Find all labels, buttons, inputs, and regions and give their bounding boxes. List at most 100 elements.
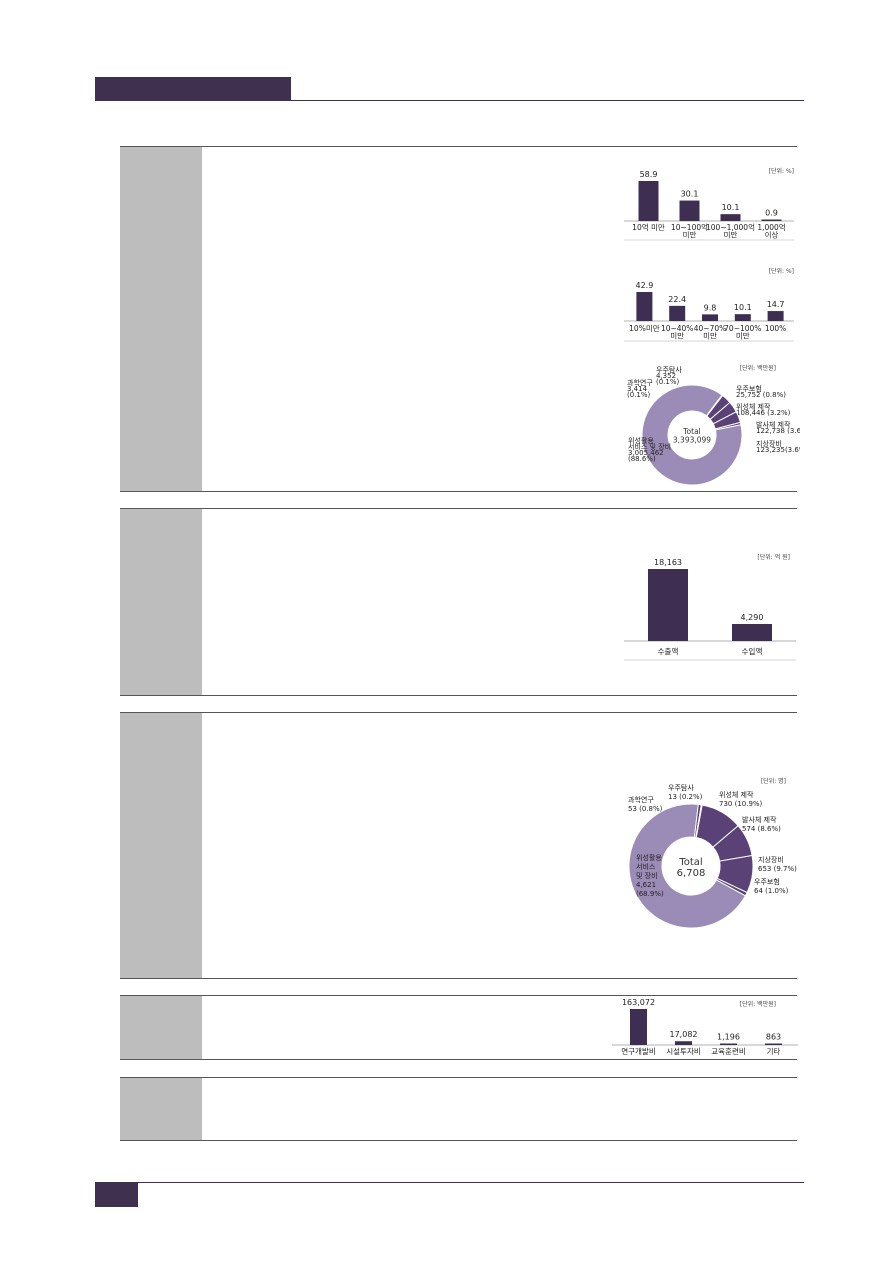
c4-bar-1: [732, 623, 772, 641]
c3-center-value: 3,393,099: [673, 436, 711, 445]
c6-category-label-0: 연구개발비: [621, 1046, 656, 1056]
c6-bar-3: [765, 1043, 782, 1045]
c3-slice-label-3: 우주보험: [736, 385, 762, 393]
c2-bar-4: [767, 311, 784, 321]
c1-category-label-0: 10억 미만: [632, 223, 665, 232]
c1-bar-3: [761, 219, 782, 221]
c1-bar-0: [638, 181, 659, 221]
c5-slice-label-2-line-1: 653 (9.7%): [758, 865, 797, 873]
c5-slice-label-4: 위성활용: [636, 853, 662, 862]
c1-unit: [단위: %]: [769, 167, 794, 175]
c6-bar-0: [630, 1009, 647, 1045]
chart-export-import: [단위: 억 원] 18,163 수출액 4,290 수입액: [624, 553, 796, 661]
c2-value-label-3: 10.1: [734, 303, 752, 312]
c3-slice-label-4-line-3: (88.6%): [628, 455, 656, 463]
c2-value-label-4: 14.7: [767, 300, 785, 309]
c3-slice-6: [705, 394, 724, 417]
c5-center-title: Total: [678, 857, 702, 868]
footer-rule: [95, 1182, 804, 1183]
c6-unit: [단위: 백만원]: [740, 1000, 776, 1008]
c1-category-label-3-line-1: 이상: [765, 230, 779, 240]
section-3: [120, 712, 797, 979]
c3-slice-label-2-line-1: 123,235(3.6%): [756, 446, 800, 454]
c2-category-label-1: 10~40%: [661, 324, 694, 333]
c1-bar-2: [720, 214, 741, 221]
c3-slice-4: [641, 384, 743, 486]
c2-category-label-3-line-1: 미만: [736, 332, 750, 341]
footer-page-tab: [95, 1183, 138, 1207]
section-4: [120, 995, 797, 1060]
c6-value-label-1: 17,082: [670, 1030, 698, 1039]
c2-category-label-0: 10%미만: [629, 324, 660, 333]
c5-slice-4: [628, 803, 747, 929]
c5-slice-label-4-line-1: 서비스: [636, 862, 656, 871]
c5-slice-label-5: 과학연구: [628, 795, 654, 804]
c1-value-label-2: 10.1: [722, 203, 740, 212]
c1-value-label-1: 30.1: [681, 190, 699, 199]
header-bar: [95, 77, 291, 100]
c5-unit: [단위: 명]: [761, 777, 786, 785]
c2-unit: [단위: %]: [769, 267, 794, 275]
c1-bar-1: [679, 200, 700, 221]
c4-unit: [단위: 억 원]: [757, 553, 790, 561]
c2-category-label-3: 70~100%: [724, 324, 761, 333]
c3-slice-label-6-line-2: (0.1%): [656, 378, 680, 386]
c1-category-label-3: 1,000억: [757, 223, 785, 232]
section-3-label-cell: [120, 713, 202, 978]
header-rule: [95, 100, 804, 101]
c3-slice-label-1: 발사체 제작: [756, 420, 791, 429]
section-2-label-cell: [120, 509, 202, 695]
c3-slice-label-6: 우주탐사: [656, 365, 682, 374]
c4-value-label-1: 4,290: [741, 613, 764, 622]
c6-value-label-3: 863: [766, 1033, 781, 1042]
c3-slice-label-0: 위성체 제작: [736, 402, 771, 411]
c5-slice-label-1-line-1: 574 (8.6%): [742, 825, 781, 833]
chart-investment: [단위: 백만원] 163,072 연구개발비 17,082 시설투자비 1,196 교육훈…: [612, 998, 798, 1056]
c2-bar-0: [636, 292, 653, 321]
c5-slice-6: [695, 804, 703, 839]
c1-category-label-2-line-1: 미만: [724, 231, 738, 240]
c3-slice-label-3-line-1: 25,752 (0.8%): [736, 391, 786, 399]
c3-slice-label-2: 지상장비: [756, 439, 782, 448]
c5-slice-label-4-line-4: (68.9%): [636, 890, 664, 898]
c2-category-label-2: 40~70%: [694, 324, 727, 333]
c1-category-label-1: 10~100억: [671, 223, 708, 232]
c5-slice-label-0-line-1: 730 (10.9%): [719, 800, 763, 808]
c6-value-label-2: 1,196: [717, 1033, 740, 1042]
c5-slice-label-4-line-3: 4,621: [636, 881, 656, 889]
c5-slice-label-2: 지상장비: [758, 855, 784, 864]
c5-slice-label-4-line-2: 및 장비: [636, 871, 658, 880]
section-1-label-cell: [120, 147, 202, 491]
c5-slice-label-6-line-1: 13 (0.2%): [668, 793, 703, 801]
c2-category-label-1-line-1: 미만: [670, 332, 684, 341]
c3-slice-label-5: 과학연구: [627, 378, 653, 387]
c2-bar-3: [734, 314, 751, 321]
c2-value-label-2: 9.8: [704, 303, 717, 312]
c6-value-label-0: 163,072: [622, 998, 655, 1007]
c5-center-value: 6,708: [677, 868, 706, 879]
c4-bar-0: [648, 569, 688, 641]
c4-value-label-0: 18,163: [654, 558, 682, 567]
c3-slice-label-0-line-1: 108,446 (3.2%): [736, 409, 791, 417]
chart-ratio-share: [단위: %]42.910%미만22.410~40%미만9.840~70%미만1…: [624, 267, 794, 342]
c3-slice-label-4-line-1: 서비스 및 장비: [628, 442, 671, 451]
section-2: [120, 508, 797, 696]
c1-category-label-1-line-1: 미만: [683, 231, 697, 240]
c5-slice-label-3-line-1: 64 (1.0%): [754, 887, 789, 895]
c6-category-label-1: 시설투자비: [666, 1047, 701, 1056]
section-4-label-cell: [120, 996, 202, 1059]
c2-bar-2: [702, 314, 718, 321]
c6-category-label-2: 교육훈련비: [711, 1046, 746, 1056]
c1-value-label-0: 58.9: [640, 170, 658, 179]
c5-slice-label-1: 발사체 제작: [742, 815, 777, 824]
section-5-label-cell: [120, 1078, 202, 1140]
c5-slice-label-5-line-1: 53 (0.8%): [628, 805, 663, 813]
c1-category-label-2: 100~1,000억: [706, 223, 755, 232]
c5-slice-label-3: 우주보험: [754, 878, 780, 886]
c1-value-label-3: 0.9: [765, 209, 778, 218]
c6-bar-2: [720, 1043, 737, 1045]
c3-slice-label-5-line-1: 3,414: [627, 385, 648, 393]
c3-slice-label-6-line-1: 4,352: [656, 372, 676, 380]
